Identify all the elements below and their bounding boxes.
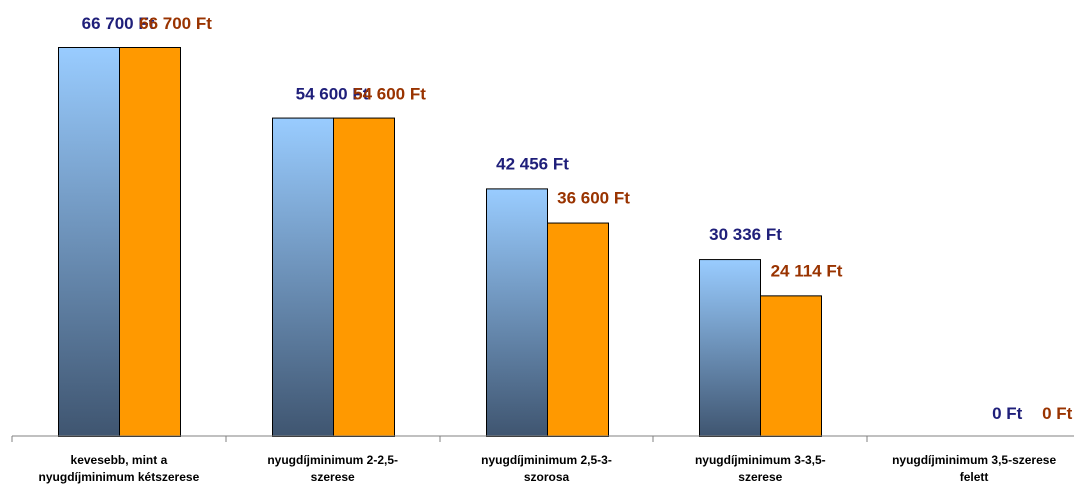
data-label-series1: 54 600 Ft bbox=[296, 85, 369, 104]
data-label-series2: 66 700 Ft bbox=[139, 14, 212, 33]
bar-series1 bbox=[486, 188, 548, 437]
data-label-series2: 0 Ft bbox=[1042, 404, 1073, 423]
x-tick-label: felett bbox=[960, 470, 989, 484]
x-tick-label: nyugdíjminimum 3-3,5- bbox=[695, 453, 826, 467]
x-tick-label: nyugdíjminimum kétszerese bbox=[39, 470, 200, 484]
category-labels-layer: kevesebb, mint a nyugdíjminimum kétszeres… bbox=[39, 453, 1057, 484]
x-tick-label: szorosa bbox=[524, 470, 570, 484]
data-label-series2: 54 600 Ft bbox=[353, 85, 426, 104]
x-tick-label: nyugdíjminimum 3,5-szerese bbox=[892, 453, 1056, 467]
x-tick-label: szerese bbox=[738, 470, 782, 484]
bars-layer bbox=[58, 47, 822, 438]
data-label-series1: 30 336 Ft bbox=[709, 225, 782, 244]
bar-series1 bbox=[272, 117, 334, 438]
data-label-series1: 42 456 Ft bbox=[496, 154, 569, 173]
data-label-series1: 0 Ft bbox=[992, 404, 1023, 423]
x-axis bbox=[11, 435, 1074, 442]
x-tick-label: nyugdíjminimum 2,5-3- bbox=[481, 453, 612, 467]
bar-series1 bbox=[58, 47, 120, 437]
bar-series2 bbox=[333, 117, 395, 438]
data-label-series2: 24 114 Ft bbox=[771, 261, 843, 280]
x-tick-label: kevesebb, mint a bbox=[71, 453, 168, 467]
data-label-series1: 66 700 Ft bbox=[82, 14, 155, 33]
data-label-series2: 36 600 Ft bbox=[557, 189, 630, 208]
bar-series2 bbox=[547, 222, 609, 437]
x-tick-label: nyugdíjminimum 2-2,5- bbox=[267, 453, 398, 467]
x-tick-label: szerese bbox=[311, 470, 355, 484]
bar-series1 bbox=[699, 259, 761, 438]
bar-series2 bbox=[119, 47, 181, 437]
bar-series2 bbox=[760, 295, 822, 437]
